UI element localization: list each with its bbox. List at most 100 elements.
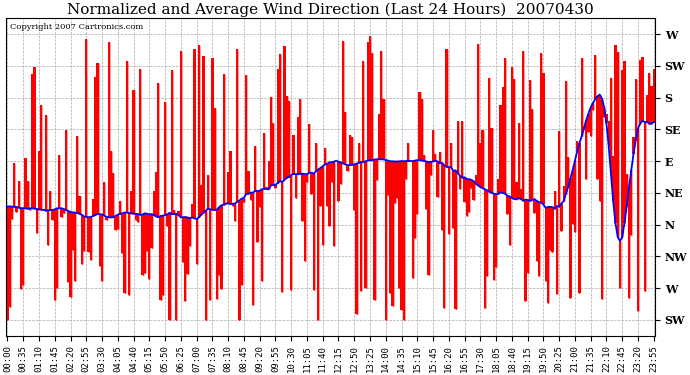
Bar xyxy=(281,182,284,292)
Bar xyxy=(245,75,247,194)
Bar xyxy=(423,155,425,161)
Bar xyxy=(457,122,459,173)
Bar xyxy=(475,175,477,184)
Bar xyxy=(56,208,58,288)
Bar xyxy=(439,152,441,163)
Bar xyxy=(497,178,500,194)
Bar xyxy=(522,51,524,201)
Bar xyxy=(126,61,128,213)
Bar xyxy=(250,193,252,200)
Bar xyxy=(394,162,396,203)
Bar xyxy=(493,194,495,280)
Bar xyxy=(326,164,328,206)
Bar xyxy=(144,213,146,273)
Bar xyxy=(617,52,619,237)
Bar xyxy=(139,69,141,215)
Bar xyxy=(610,78,612,174)
Bar xyxy=(544,208,546,281)
Bar xyxy=(351,137,353,165)
Bar xyxy=(513,79,515,199)
Bar xyxy=(284,46,286,180)
Bar xyxy=(238,201,241,320)
Bar xyxy=(418,92,421,160)
Bar xyxy=(308,124,310,173)
Bar xyxy=(480,143,482,187)
Bar xyxy=(348,135,351,165)
Bar xyxy=(621,70,623,237)
Bar xyxy=(227,172,229,203)
Bar xyxy=(344,112,346,164)
Bar xyxy=(526,200,529,273)
Bar xyxy=(486,190,489,276)
Bar xyxy=(79,196,81,214)
Bar xyxy=(279,54,281,181)
Bar xyxy=(304,174,306,261)
Bar xyxy=(268,161,270,189)
Bar xyxy=(33,67,36,209)
Bar xyxy=(651,86,653,124)
Bar xyxy=(141,214,144,275)
Bar xyxy=(626,174,628,206)
Bar xyxy=(362,62,364,162)
Bar xyxy=(459,176,461,189)
Bar xyxy=(198,45,200,218)
Bar xyxy=(407,143,409,161)
Bar xyxy=(101,214,104,280)
Bar xyxy=(535,201,538,261)
Bar xyxy=(121,213,124,252)
Bar xyxy=(184,217,186,301)
Bar xyxy=(489,78,491,192)
Bar xyxy=(324,148,326,165)
Bar xyxy=(166,214,168,226)
Bar xyxy=(369,36,371,160)
Bar xyxy=(229,151,232,204)
Bar xyxy=(195,219,198,264)
Bar xyxy=(148,214,150,279)
Bar xyxy=(619,241,621,288)
Bar xyxy=(270,98,272,186)
Bar xyxy=(533,199,535,213)
Bar xyxy=(112,173,115,217)
Bar xyxy=(346,165,348,171)
Bar xyxy=(531,109,533,200)
Bar xyxy=(542,74,544,204)
Bar xyxy=(20,208,22,289)
Bar xyxy=(560,204,562,231)
Bar xyxy=(252,193,254,305)
Bar xyxy=(405,161,407,179)
Bar xyxy=(605,114,608,123)
Bar xyxy=(518,123,520,198)
Bar xyxy=(70,212,72,297)
Bar xyxy=(310,172,313,194)
Bar xyxy=(335,161,337,162)
Bar xyxy=(612,156,614,201)
Bar xyxy=(538,202,540,276)
Bar xyxy=(45,115,47,211)
Bar xyxy=(74,213,76,281)
Bar xyxy=(576,141,578,152)
Bar xyxy=(157,82,159,217)
Bar xyxy=(553,191,555,208)
Bar xyxy=(375,159,378,180)
Bar xyxy=(378,114,380,159)
Bar xyxy=(63,209,65,213)
Bar xyxy=(222,74,225,205)
Bar xyxy=(565,81,567,194)
Bar xyxy=(234,204,236,221)
Bar xyxy=(29,208,31,210)
Bar xyxy=(211,58,213,210)
Bar xyxy=(642,57,644,121)
Bar xyxy=(558,131,560,207)
Bar xyxy=(589,107,592,136)
Bar xyxy=(596,96,599,179)
Bar xyxy=(261,189,263,281)
Bar xyxy=(509,196,511,245)
Bar xyxy=(94,78,97,215)
Bar xyxy=(515,182,518,200)
Bar xyxy=(382,99,384,159)
Bar xyxy=(635,79,637,140)
Bar xyxy=(83,216,85,252)
Bar xyxy=(115,216,117,229)
Bar xyxy=(11,207,13,219)
Bar xyxy=(110,150,112,217)
